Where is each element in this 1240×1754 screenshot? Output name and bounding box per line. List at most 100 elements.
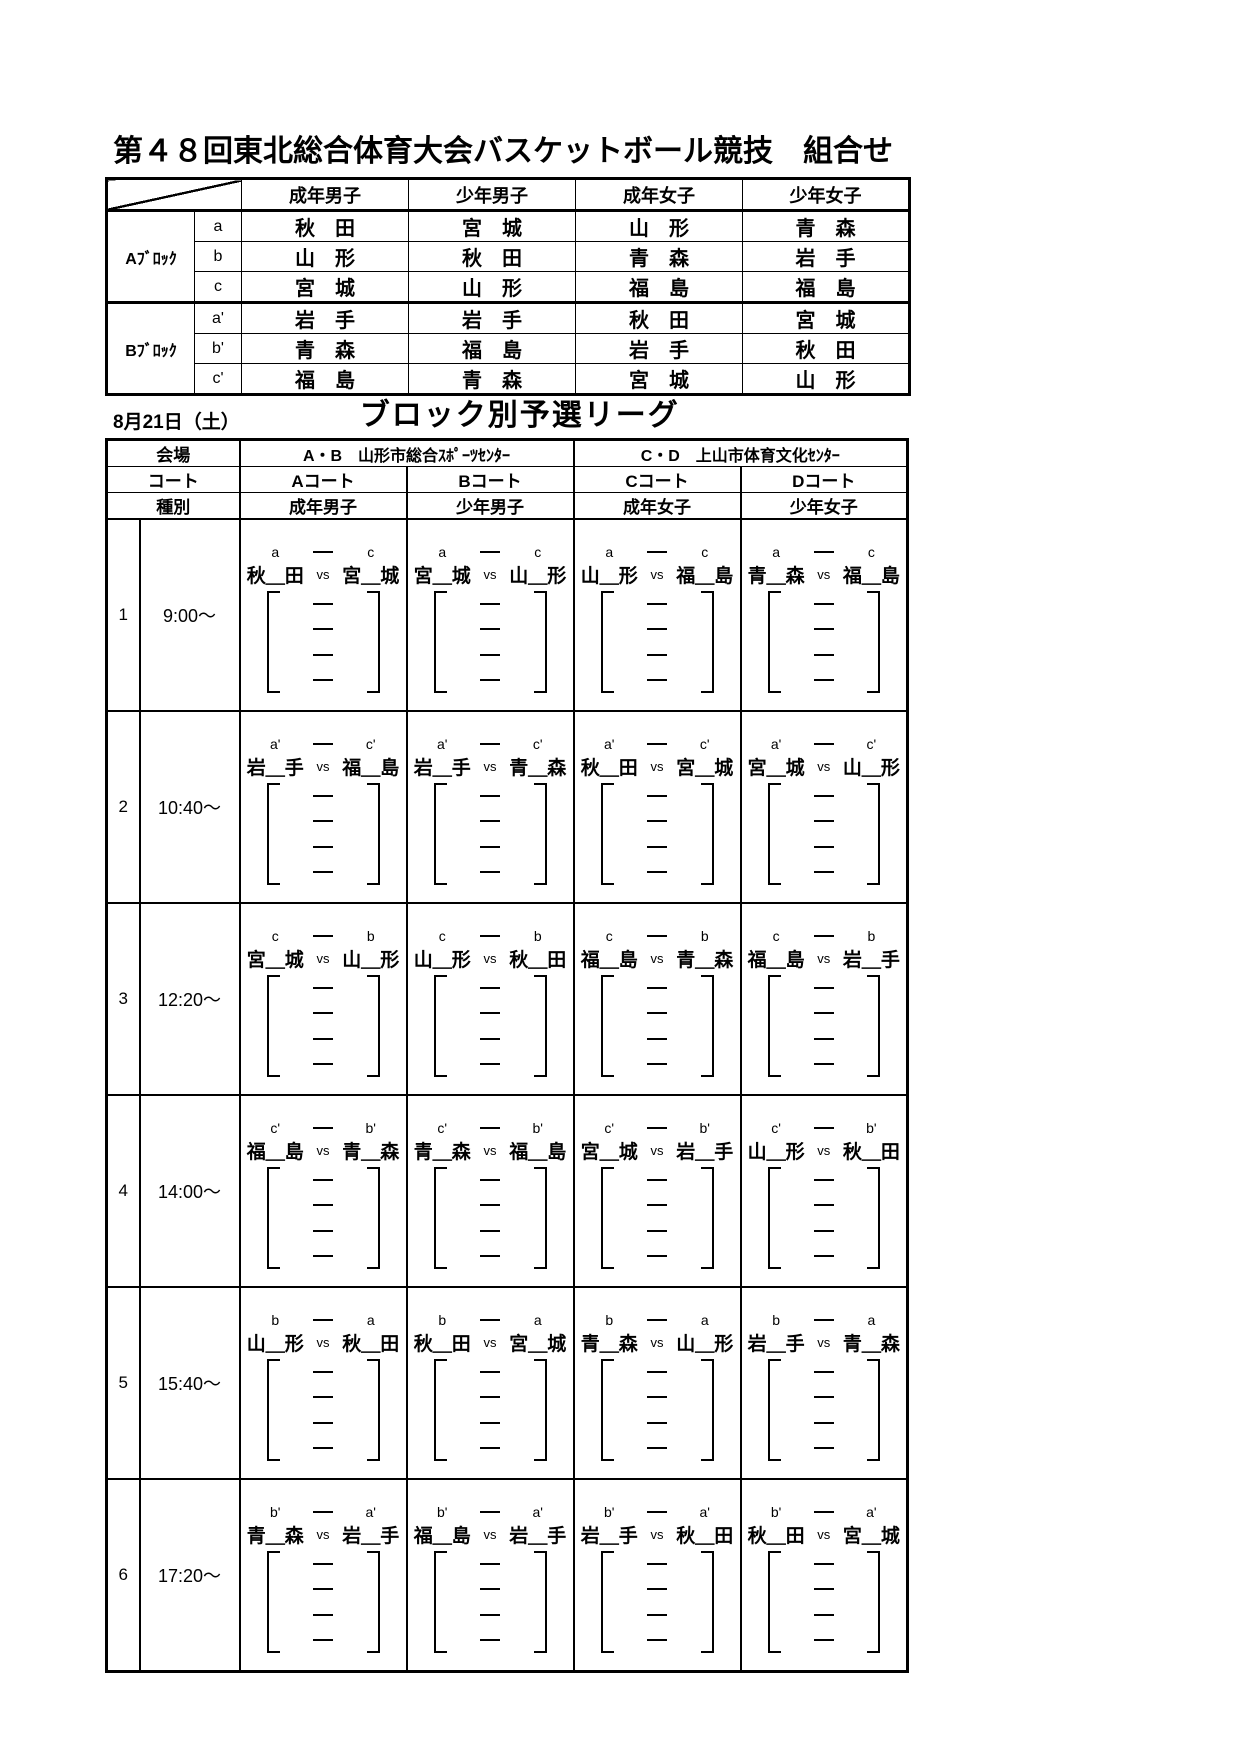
right-bracket [867,1551,880,1653]
page-title: 第４８回東北総合体育大会バスケットボール競技 組合せ [113,135,893,168]
score-line [480,1255,500,1258]
seed-letter-left: c' [437,1120,448,1136]
block-label: Bﾌﾞﾛｯｸ [106,301,195,395]
right-bracket [867,975,880,1077]
seed-letter-left: a [438,544,447,560]
venue-ab: A・B 山形市総合ｽﾎﾟｰﾂｾﾝﾀｰ [238,439,574,467]
team-right: 宮＿城 [676,758,734,779]
matchup-line: 山＿形 vs 福＿島 [576,561,740,588]
match-cell: a' c' 宮＿城 vs 山＿形 [739,710,908,904]
schedule-row: 4 14:00～ c' b' 福＿島 vs 青＿森 c' b' 青＿森 vs 福＿島 c' b' 宮＿城 vs… [105,1094,908,1288]
score-line [647,1447,667,1450]
vs-label: vs [650,759,664,774]
vs-label: vs [650,951,664,966]
team-cell: 秋 田 [742,333,910,364]
right-bracket [867,783,880,885]
seed-letter-left: b' [770,1504,782,1520]
score-entry-area [743,975,907,1077]
vs-label: vs [316,1143,330,1158]
score-line [647,1229,667,1232]
left-bracket [600,1359,614,1461]
score-line [647,871,667,874]
score-line [813,628,834,631]
matchup-line: 宮＿城 vs 山＿形 [743,753,907,780]
score-entry-area [743,591,907,693]
team-right: 山＿形 [342,950,400,971]
score-line [480,1178,500,1181]
score-line [313,1204,333,1207]
seed-letter-right: b' [699,1120,710,1136]
score-line [313,845,333,848]
schedule-body: 1 9:00～ a c 秋＿田 vs 宮＿城 a c 宮＿城 vs 山＿形 a c 山＿形 vs 福＿島 a c 青＿… [105,518,908,1672]
score-lines [781,1167,868,1269]
score-lines [447,1167,534,1269]
match-cell: b' a' 福＿島 vs 岩＿手 [405,1478,574,1672]
score-line [813,1370,834,1373]
seed-letter-left: b [772,1312,781,1328]
seed-letter-line: c' b' [409,1120,573,1136]
team-right: 福＿島 [842,566,900,587]
score-lines [781,1551,868,1653]
schedule-row: 5 15:40～ b a 山＿形 vs 秋＿田 b a 秋＿田 vs 宮＿城 b a 青＿森 vs 山＿形 b a 岩… [105,1286,908,1480]
category-header: 少年男子 [405,492,574,520]
score-line [813,871,834,874]
score-line [813,1421,834,1424]
team-cell: 青 森 [575,241,743,272]
left-bracket [266,1551,280,1653]
matchup-line: 岩＿手 vs 青＿森 [743,1329,907,1356]
match-cell: b a 秋＿田 vs 宮＿城 [405,1286,574,1480]
seed-letter-right: a' [532,1504,543,1520]
court-header: Cコート [572,466,741,493]
team-left: 山＿形 [580,566,638,587]
score-line [480,1639,500,1642]
vs-label: vs [817,951,831,966]
right-bracket [867,1359,880,1461]
team-right: 山＿形 [509,566,567,587]
score-lines [447,591,534,693]
match-cell: c b 宮＿城 vs 山＿形 [238,902,407,1096]
team-cell: 宮 城 [575,363,743,395]
right-bracket [700,783,714,885]
matchup-line: 岩＿手 vs 秋＿田 [576,1521,740,1548]
slot-time: 10:40～ [138,710,240,904]
team-right: 秋＿田 [509,950,567,971]
score-line [813,1255,834,1258]
team-cell: 青 森 [241,333,409,364]
score-lines [280,1551,367,1653]
category-row-label: 種別 [105,492,240,520]
score-entry-area [409,1359,573,1461]
score-line [813,653,834,656]
score-entry-area [242,975,406,1077]
score-line [480,1063,500,1066]
seed-letter-right: b [700,928,709,944]
left-bracket [266,1167,280,1269]
score-entry-area [409,591,573,693]
slot-time: 12:20～ [138,902,240,1096]
category-header: 成年女子 [572,492,741,520]
team-left: 福＿島 [747,950,805,971]
match-cell: a c 青＿森 vs 福＿島 [739,518,908,712]
category-header: 少年男子 [408,178,576,212]
team-cell: 秋 田 [408,241,576,272]
vs-label: vs [316,1335,330,1350]
seed-letter-right: b [867,928,876,944]
score-line [480,1319,500,1321]
score-line [313,1178,333,1181]
category-header: 少年女子 [742,178,910,212]
score-line [480,935,500,937]
matchup-line: 岩＿手 vs 青＿森 [409,753,573,780]
score-line [313,820,333,823]
match-cell: a c 秋＿田 vs 宮＿城 [238,518,407,712]
matchup-line: 秋＿田 vs 宮＿城 [743,1521,907,1548]
score-lines [447,783,534,885]
team-cell: 宮 城 [241,271,409,303]
left-bracket [600,1167,614,1269]
seed-letter-right: a [867,1312,876,1328]
score-line [313,1562,333,1565]
group-letter: c' [194,363,242,395]
score-line [647,1178,667,1181]
team-right: 青＿森 [676,950,734,971]
